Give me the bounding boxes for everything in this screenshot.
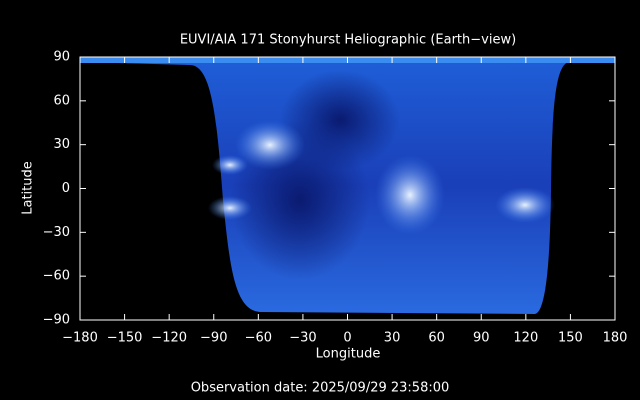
x-tick-label: 60 — [428, 331, 445, 346]
caption: Observation date: 2025/09/29 23:58:00 — [191, 381, 450, 396]
solar-map — [80, 57, 615, 314]
y-tick-label: −90 — [43, 313, 70, 328]
x-tick-label: −90 — [200, 331, 227, 346]
x-tick-label: −120 — [151, 331, 187, 346]
y-tick-label: −60 — [43, 269, 70, 284]
x-tick-label: −180 — [62, 331, 98, 346]
chart-title: EUVI/AIA 171 Stonyhurst Heliographic (Ea… — [180, 33, 516, 48]
y-axis-label: Latitude — [21, 161, 36, 215]
x-tick-label: 0 — [343, 331, 351, 346]
x-axis-label: Longitude — [316, 347, 381, 362]
x-tick-label: −30 — [289, 331, 316, 346]
y-tick-label: −30 — [43, 225, 70, 240]
x-tick-label: 90 — [473, 331, 490, 346]
x-tick-label: 120 — [513, 331, 538, 346]
x-tick-label: 180 — [603, 331, 628, 346]
x-tick-label: −60 — [245, 331, 272, 346]
y-tick-label: 90 — [53, 50, 70, 65]
y-tick-label: 60 — [53, 93, 70, 108]
y-tick-label: 0 — [62, 181, 70, 196]
y-tick-label: 30 — [53, 137, 70, 152]
x-tick-label: −150 — [107, 331, 143, 346]
x-tick-label: 30 — [384, 331, 401, 346]
x-tick-label: 150 — [558, 331, 583, 346]
